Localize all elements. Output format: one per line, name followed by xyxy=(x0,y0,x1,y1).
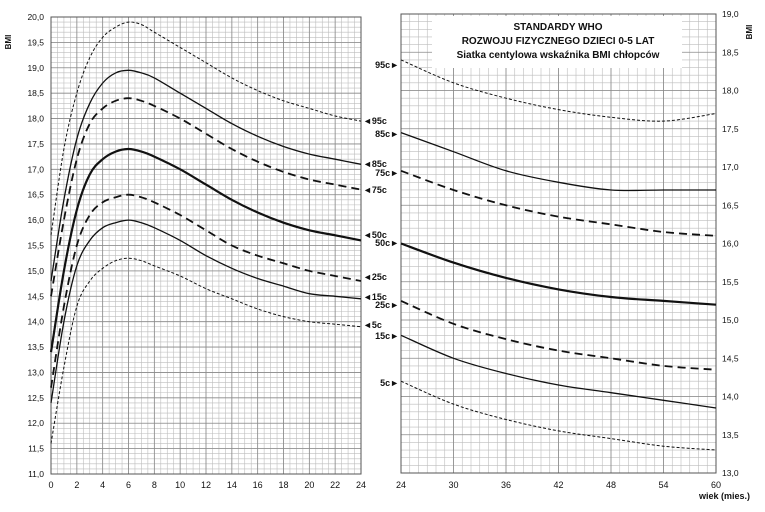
x-tick-label: 24 xyxy=(356,480,366,490)
series-start-label-95c: 95c► xyxy=(375,60,399,70)
series-line-85c-right xyxy=(400,131,716,192)
y-tick-label-right: 16,5 xyxy=(722,200,739,210)
series-start-label-75c: 75c► xyxy=(375,168,399,178)
series-line-95c-right xyxy=(400,59,717,122)
y-tick-label-right: 16,0 xyxy=(722,239,739,249)
series-line-15c-left xyxy=(50,219,362,404)
series-end-label-5c: ◄5c xyxy=(363,320,382,330)
x-tick-label: 20 xyxy=(304,480,314,490)
x-tick-label: 48 xyxy=(606,480,616,490)
chart-title-line-2: ROZWOJU FIZYCZNEGO DZIECI 0-5 LAT xyxy=(462,36,655,47)
y-tick-label-left: 16,5 xyxy=(27,190,44,200)
series-end-label-95c: ◄95c xyxy=(363,116,387,126)
y-tick-label-left: 11,5 xyxy=(28,444,44,454)
y-tick-label-right: 13,5 xyxy=(722,430,739,440)
series-start-label-50c: 50c► xyxy=(375,238,399,248)
x-tick-label: 16 xyxy=(253,480,263,490)
y-tick-label-left: 18,5 xyxy=(27,88,44,98)
right-panel-grid xyxy=(400,13,717,474)
y-tick-label-right: 17,5 xyxy=(722,124,739,134)
series-end-label-85c: ◄85c xyxy=(363,159,387,169)
axis-labels: 0 2 4 6 8 10 12 14 16 18 20 22 24 24 30 36 42 48 54 6011,01… xyxy=(27,9,738,490)
y-tick-label-left: 13,5 xyxy=(27,342,44,352)
y-tick-label-left: 17,5 xyxy=(27,139,44,149)
x-axis-title: wiek (mies.) xyxy=(698,491,750,501)
x-tick-label: 2 xyxy=(74,480,79,490)
series-start-label-25c: 25c► xyxy=(375,300,399,310)
series-line-50c-right xyxy=(400,242,717,306)
y-axis-title-right: BMI xyxy=(745,25,754,40)
x-tick-label: 60 xyxy=(711,480,721,490)
y-tick-label-left: 19,5 xyxy=(27,37,44,47)
series-line-5c-right xyxy=(400,380,717,451)
series-line-50c-left xyxy=(49,147,362,353)
y-tick-label-left: 12,0 xyxy=(27,418,44,428)
percentile-series xyxy=(49,21,717,451)
y-tick-label-right: 18,0 xyxy=(722,86,739,96)
chart-title-line-1: STANDARDY WHO xyxy=(513,22,602,33)
y-tick-label-right: 17,0 xyxy=(722,162,739,172)
y-tick-label-left: 15,5 xyxy=(27,241,44,251)
y-axis-title-left: BMI xyxy=(4,35,13,50)
title-box: STANDARDY WHO ROZWOJU FIZYCZNEGO DZIECI … xyxy=(432,16,682,68)
x-tick-label: 54 xyxy=(658,480,668,490)
x-tick-label: 6 xyxy=(126,480,131,490)
series-line-95c-left xyxy=(50,21,362,236)
x-tick-label: 22 xyxy=(330,480,340,490)
x-tick-label: 18 xyxy=(278,480,288,490)
y-tick-label-left: 18,0 xyxy=(27,114,44,124)
y-tick-label-left: 20,0 xyxy=(27,12,44,22)
y-tick-label-left: 14,0 xyxy=(27,317,44,327)
y-tick-label-left: 12,5 xyxy=(27,393,44,403)
x-tick-label: 0 xyxy=(48,480,53,490)
x-tick-label: 30 xyxy=(448,480,458,490)
x-tick-label: 42 xyxy=(553,480,563,490)
series-line-85c-left xyxy=(50,69,362,282)
series-line-25c-right xyxy=(400,300,717,371)
series-start-label-15c: 15c► xyxy=(375,331,399,341)
y-tick-label-left: 14,5 xyxy=(27,291,44,301)
series-line-25c-left xyxy=(50,193,362,388)
y-tick-label-right: 15,0 xyxy=(722,315,739,325)
x-tick-label: 24 xyxy=(396,480,406,490)
x-tick-label: 36 xyxy=(501,480,511,490)
y-tick-label-left: 19,0 xyxy=(27,63,44,73)
x-tick-label: 10 xyxy=(175,480,185,490)
series-line-5c-left xyxy=(50,257,362,444)
y-tick-label-right: 19,0 xyxy=(722,9,739,19)
y-tick-label-right: 15,5 xyxy=(722,277,739,287)
series-end-label-15c: ◄15c xyxy=(363,292,387,302)
series-end-label-25c: ◄25c xyxy=(363,272,387,282)
y-tick-label-left: 16,0 xyxy=(27,215,44,225)
series-line-75c-right xyxy=(400,169,717,237)
y-tick-label-left: 13,0 xyxy=(27,367,44,377)
y-tick-label-right: 14,0 xyxy=(722,392,739,402)
y-tick-label-left: 15,0 xyxy=(27,266,44,276)
series-start-label-85c: 85c► xyxy=(375,129,399,139)
y-tick-label-right: 18,5 xyxy=(722,47,739,57)
series-line-75c-left xyxy=(50,97,362,297)
y-tick-label-right: 13,0 xyxy=(722,468,739,478)
series-line-15c-right xyxy=(400,334,717,409)
x-tick-label: 12 xyxy=(201,480,211,490)
series-end-label-75c: ◄75c xyxy=(363,185,387,195)
x-tick-label: 14 xyxy=(227,480,237,490)
x-tick-label: 4 xyxy=(100,480,105,490)
left-panel-grid xyxy=(50,16,362,475)
y-tick-label-right: 14,5 xyxy=(722,353,739,363)
x-tick-label: 8 xyxy=(152,480,157,490)
series-end-label-50c: ◄50c xyxy=(363,230,387,240)
chart-title-line-3: Siatka centylowa wskaźnika BMI chłopców xyxy=(457,50,660,61)
y-tick-label-left: 17,0 xyxy=(27,164,44,174)
left-panel-frame xyxy=(50,16,362,475)
series-start-label-5c: 5c► xyxy=(380,378,399,388)
y-tick-label-left: 11,0 xyxy=(28,469,44,479)
